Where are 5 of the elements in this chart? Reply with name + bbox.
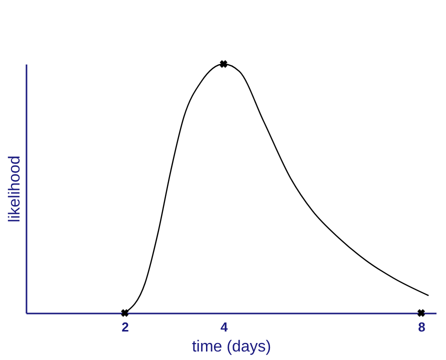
x-axis-title: time (days) (192, 338, 272, 356)
x-tick-label: 4 (220, 320, 228, 334)
y-axis-title: likelihood (6, 156, 24, 222)
x-tick-label: 8 (418, 320, 426, 334)
x-tick-label: 2 (122, 320, 129, 334)
